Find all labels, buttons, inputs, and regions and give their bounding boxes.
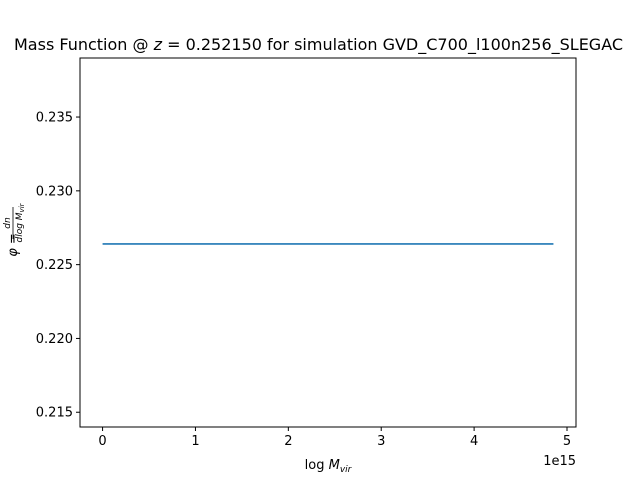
x-tick-label: 5 [563,434,571,449]
y-tick-label: 0.225 [36,258,73,273]
x-axis-label: log Mvir [305,458,353,475]
plot-area [79,57,577,428]
x-tick-label: 0 [98,434,106,449]
y-tick-label: 0.215 [36,406,73,421]
x-axis-ticks: 0 1 2 3 4 5 [98,427,571,449]
x-tick-label: 3 [377,434,385,449]
chart-title: Mass Function @ z = 0.252150 for simulat… [14,35,623,55]
svg-text:dlog Mvir: dlog Mvir [15,202,26,242]
y-axis-label: φ = dn dlog Mvir [3,202,26,256]
y-tick-label: 0.235 [36,111,73,126]
x-tick-label: 2 [284,434,292,449]
svg-text:φ =: φ = [6,233,21,257]
x-tick-label: 4 [470,434,478,449]
svg-text:dn: dn [3,217,13,229]
x-axis-scale-label: 1e15 [543,454,576,469]
y-tick-label: 0.220 [36,332,73,347]
y-axis-ticks: 0.215 0.220 0.225 0.230 0.235 [36,111,80,421]
y-tick-label: 0.230 [36,184,73,199]
x-tick-label: 1 [191,434,199,449]
